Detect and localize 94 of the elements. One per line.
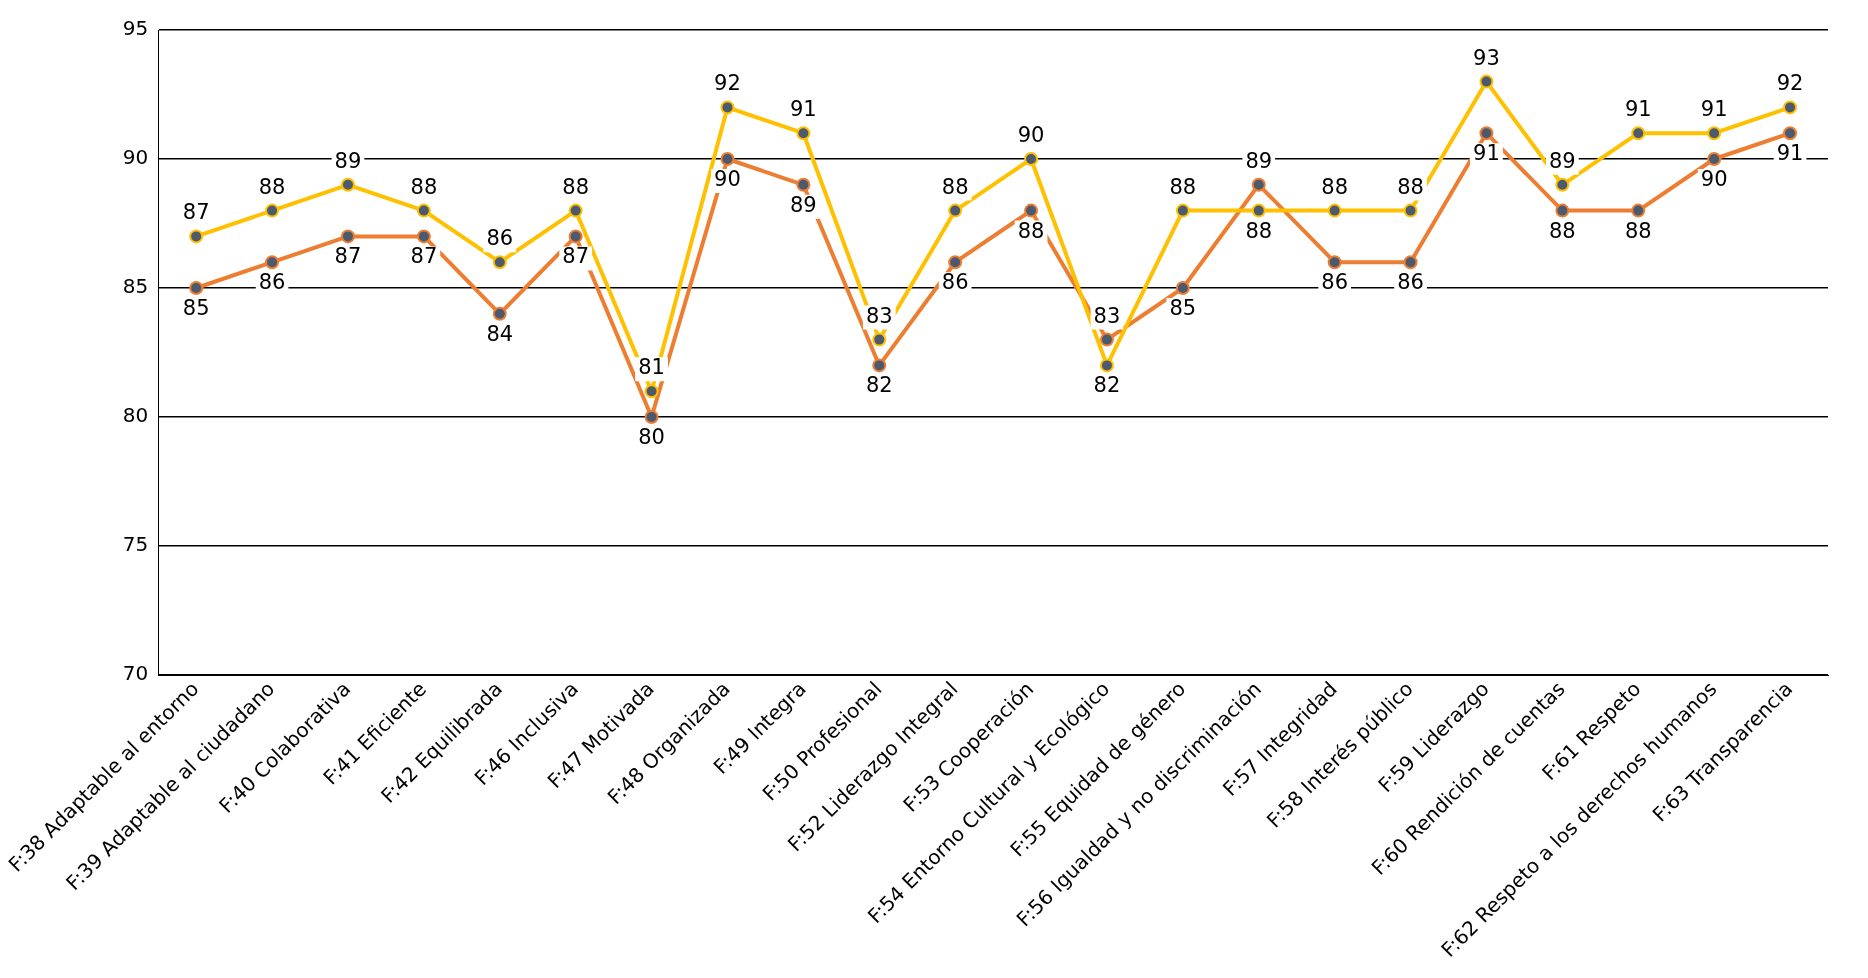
point [265, 203, 280, 218]
data-label: 89 [334, 148, 362, 173]
point [265, 255, 280, 270]
point [796, 126, 811, 141]
data-label: 87 [334, 244, 362, 269]
point [1175, 203, 1190, 218]
data-label: 86 [258, 270, 286, 295]
data-label: 88 [1245, 218, 1273, 243]
point [1555, 177, 1570, 192]
point [644, 410, 659, 425]
data-label: 81 [638, 355, 665, 380]
point [416, 203, 431, 218]
point [720, 100, 735, 115]
data-label: 83 [865, 303, 893, 328]
data-label: 88 [1321, 174, 1349, 199]
data-label: 88 [1397, 174, 1424, 199]
point [492, 255, 507, 270]
data-label: 86 [486, 226, 514, 251]
point [872, 332, 887, 347]
point [644, 384, 659, 399]
data-label: 88 [1169, 174, 1197, 199]
data-label: 90 [714, 166, 741, 191]
data-label: 91 [790, 97, 817, 122]
point [1327, 203, 1342, 218]
data-label: 86 [941, 270, 969, 295]
data-label: 80 [638, 424, 665, 449]
point [1251, 177, 1266, 192]
point [1555, 203, 1570, 218]
data-label: 88 [562, 174, 590, 199]
data-label: 89 [1245, 148, 1273, 173]
data-label: 87 [182, 200, 210, 225]
data-label: 92 [714, 71, 741, 96]
data-label: 88 [1017, 218, 1045, 243]
point [189, 281, 204, 296]
data-label: 89 [790, 192, 817, 217]
data-label: 88 [1624, 218, 1652, 243]
y-tick-label: 80 [122, 403, 149, 428]
data-label: 88 [258, 174, 286, 199]
point [1783, 126, 1798, 141]
point [1403, 255, 1418, 270]
data-label: 91 [1700, 97, 1728, 122]
point [416, 229, 431, 244]
data-label: 82 [1093, 373, 1121, 398]
point [1175, 281, 1190, 296]
point [340, 229, 355, 244]
point [1631, 203, 1646, 218]
data-label: 91 [1776, 141, 1804, 166]
point [1707, 126, 1722, 141]
data-label: 86 [1397, 270, 1424, 295]
point [796, 177, 811, 192]
point [1783, 100, 1798, 115]
point [948, 255, 963, 270]
data-label: 89 [1548, 148, 1576, 173]
data-label: 86 [1321, 270, 1349, 295]
data-label: 88 [941, 174, 969, 199]
y-tick-label: 90 [122, 145, 149, 170]
data-label: 87 [562, 244, 590, 269]
data-label: 83 [1093, 303, 1121, 328]
point [1024, 203, 1039, 218]
point [568, 229, 583, 244]
y-tick-label: 75 [122, 532, 149, 557]
data-label: 91 [1473, 141, 1500, 166]
point [1099, 358, 1114, 373]
point [492, 306, 507, 321]
data-label: 90 [1017, 122, 1045, 147]
point [1707, 152, 1722, 166]
data-label: 84 [486, 321, 514, 346]
data-label: 85 [1169, 295, 1197, 320]
point [872, 358, 887, 373]
point [1251, 203, 1266, 218]
data-label: 90 [1700, 166, 1728, 191]
data-label: 88 [1548, 218, 1576, 243]
data-label: 93 [1473, 45, 1500, 70]
point [1099, 332, 1114, 347]
point [1024, 152, 1039, 166]
point [720, 152, 735, 166]
data-label: 82 [865, 373, 893, 398]
point [1479, 74, 1494, 89]
point [1403, 203, 1418, 218]
data-label: 85 [182, 295, 210, 320]
point [1327, 255, 1342, 270]
data-label: 87 [410, 244, 438, 269]
data-label: 92 [1776, 71, 1804, 96]
point [189, 229, 204, 244]
y-tick-label: 70 [122, 661, 149, 686]
y-tick-label: 85 [122, 274, 149, 299]
point [1479, 126, 1494, 141]
data-label: 91 [1624, 97, 1652, 122]
point [1631, 126, 1646, 141]
point [340, 177, 355, 192]
point [948, 203, 963, 218]
data-label: 88 [410, 174, 438, 199]
point [568, 203, 583, 218]
y-tick-label: 95 [122, 16, 149, 41]
